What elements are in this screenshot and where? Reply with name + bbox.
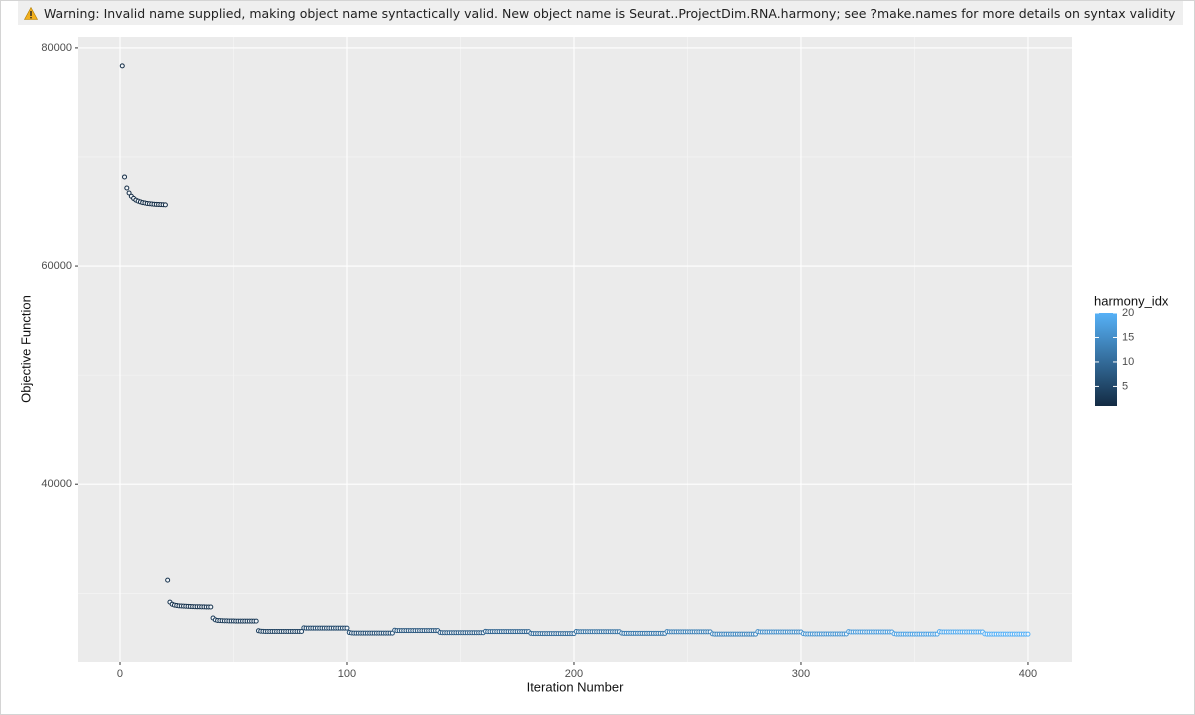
- point: [119, 63, 125, 69]
- legend-title: harmony_idx: [1094, 293, 1169, 308]
- x-tick-label: 400: [1019, 668, 1037, 680]
- point: [253, 618, 259, 624]
- warning-bar: Warning: Invalid name supplied, making o…: [18, 1, 1183, 25]
- warning-icon: [24, 6, 38, 20]
- colorbar-label: 10: [1122, 356, 1134, 368]
- y-tick-label: 60000: [41, 260, 72, 272]
- point: [165, 577, 171, 583]
- point: [126, 190, 132, 196]
- point: [162, 202, 168, 208]
- y-tick-label: 40000: [41, 478, 72, 490]
- colorbar: [1095, 313, 1117, 406]
- colorbar-label: 20: [1122, 307, 1134, 319]
- x-tick-label: 100: [338, 668, 356, 680]
- plot-panel: [78, 37, 1072, 662]
- x-tick-label: 0: [117, 668, 123, 680]
- y-tick-label: 80000: [41, 42, 72, 54]
- x-tick-label: 300: [792, 668, 810, 680]
- y-axis-title: Objective Function: [18, 295, 33, 403]
- x-axis-title: Iteration Number: [527, 679, 624, 694]
- point: [208, 604, 214, 610]
- point: [124, 185, 130, 191]
- point: [299, 628, 305, 634]
- warning-text: Warning: Invalid name supplied, making o…: [44, 5, 1176, 21]
- colorbar-label: 5: [1122, 380, 1128, 392]
- colorbar-label: 15: [1122, 331, 1134, 343]
- point: [344, 625, 350, 631]
- x-tick-label: 200: [565, 668, 583, 680]
- point: [1025, 631, 1031, 637]
- point: [122, 174, 128, 180]
